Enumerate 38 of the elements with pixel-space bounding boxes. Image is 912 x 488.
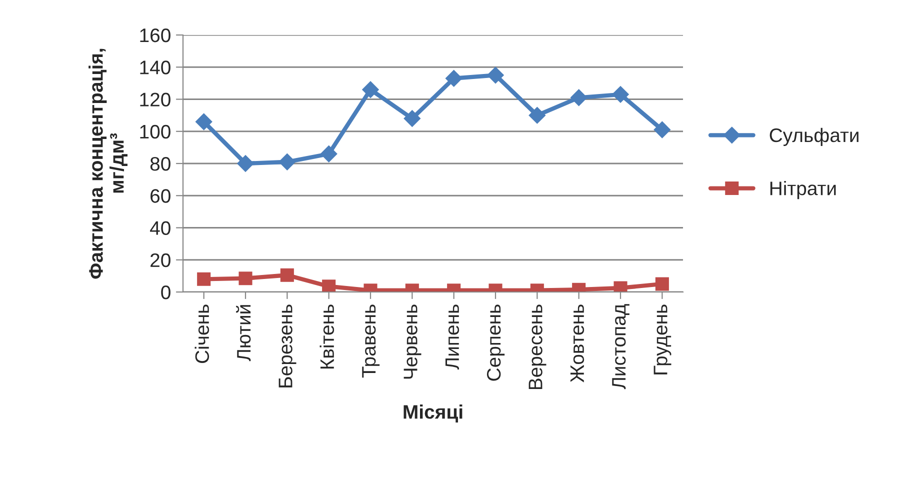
y-tick-label: 40 [150, 221, 170, 235]
y-tick-label: 140 [140, 60, 170, 74]
point [445, 70, 462, 87]
x-tick-label: Листопад [612, 304, 630, 390]
x-tick-label: Грудень [654, 304, 672, 374]
y-tick-label: 160 [140, 28, 170, 42]
y-tick-label: 20 [150, 253, 170, 268]
y-axis-title: Фактична концентрація, мг/дм³ [88, 48, 128, 279]
point [362, 81, 379, 98]
point [487, 66, 504, 84]
y-tick-label: 0 [161, 285, 170, 300]
x-tick-label: Травень [362, 304, 380, 378]
x-tick-label: Жовтень [570, 304, 584, 382]
x-tick-label: Квітень [320, 304, 334, 369]
legend-label: Нітрати [770, 181, 836, 200]
y-tick-label: 60 [150, 189, 170, 203]
legend-label: Сульфати [770, 128, 858, 146]
point [528, 106, 546, 124]
x-tick-label: Серпень [486, 304, 505, 381]
point [404, 110, 421, 127]
point [654, 121, 671, 138]
point [612, 86, 629, 103]
y-tick-label: 120 [140, 92, 170, 106]
point [195, 113, 212, 130]
x-tick-label: Лютий [236, 305, 251, 362]
point [237, 155, 254, 172]
x-axis-title: Місяці [404, 404, 462, 422]
point [278, 154, 296, 170]
x-tick-label: Січень [194, 304, 210, 363]
y-tick-label: 80 [150, 156, 170, 171]
x-tick-label: Липень [445, 304, 460, 370]
x-tick-label: Червень [404, 304, 422, 379]
y-tick-label: 100 [140, 124, 170, 139]
point [570, 89, 588, 106]
x-tick-label: Березень [278, 304, 296, 388]
x-tick-label: Вересень [528, 304, 546, 390]
point [322, 280, 336, 292]
point [320, 145, 338, 162]
